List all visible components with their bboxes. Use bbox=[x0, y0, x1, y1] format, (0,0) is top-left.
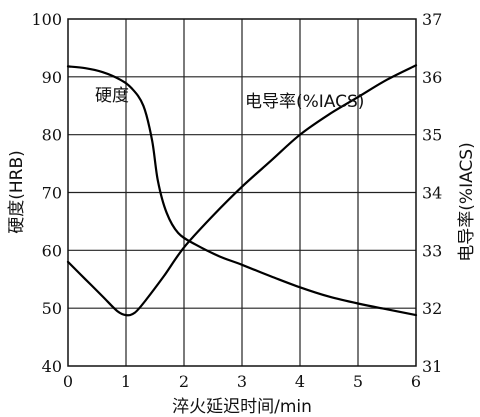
series-label-hardness: 硬度 bbox=[95, 86, 129, 106]
left-y-tick-label: 80 bbox=[42, 126, 62, 145]
left-y-tick-label: 50 bbox=[42, 299, 62, 318]
x-tick-label: 0 bbox=[63, 372, 73, 391]
conductivity-series-line bbox=[66, 64, 418, 317]
series-label-conductivity: 电导率(%IACS) bbox=[245, 92, 364, 112]
left-y-tick-label: 90 bbox=[42, 68, 62, 87]
grid-lines bbox=[68, 19, 416, 366]
right-y-tick-label: 31 bbox=[422, 357, 442, 376]
left-y-tick-label: 60 bbox=[42, 241, 62, 260]
x-tick-label: 2 bbox=[179, 372, 189, 391]
right-y-tick-label: 32 bbox=[422, 299, 442, 318]
right-y-axis-label: 电导率(%IACS) bbox=[457, 142, 477, 261]
right-y-tick-label: 36 bbox=[422, 68, 442, 87]
right-y-tick-label: 34 bbox=[422, 184, 442, 203]
left-y-axis-label: 硬度(HRB) bbox=[7, 150, 27, 234]
right-y-tick-label: 33 bbox=[422, 241, 442, 260]
x-tick-label: 5 bbox=[353, 372, 363, 391]
x-tick-label: 4 bbox=[295, 372, 305, 391]
right-y-tick-label: 35 bbox=[422, 126, 442, 145]
right-y-tick-labels: 31 32 33 34 35 36 37 bbox=[422, 10, 442, 376]
right-y-tick-label: 37 bbox=[422, 10, 442, 29]
x-tick-label: 6 bbox=[411, 372, 421, 391]
x-tick-label: 1 bbox=[121, 372, 131, 391]
left-y-tick-label: 70 bbox=[42, 184, 62, 203]
left-y-tick-labels: 40 50 60 70 80 90 100 bbox=[31, 10, 62, 376]
left-y-tick-label: 40 bbox=[42, 357, 62, 376]
x-tick-label: 3 bbox=[237, 372, 247, 391]
hardness-series-line bbox=[66, 65, 418, 317]
plot-frame bbox=[67, 18, 417, 367]
x-tick-labels: 0 1 2 3 4 5 6 bbox=[63, 372, 421, 391]
left-y-tick-label: 100 bbox=[31, 10, 62, 29]
x-axis-label: 淬火延迟时间/min bbox=[172, 397, 312, 417]
